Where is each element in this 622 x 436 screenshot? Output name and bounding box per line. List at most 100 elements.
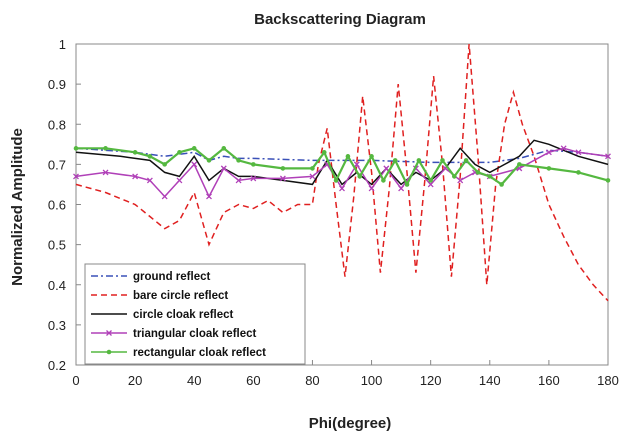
data-point [236, 158, 241, 163]
data-point [517, 162, 522, 167]
x-axis-label: Phi(degree) [309, 415, 392, 432]
data-point [220, 165, 227, 172]
data-point [251, 162, 256, 167]
series-line [75, 147, 609, 164]
series-line [75, 139, 609, 186]
data-point [206, 158, 212, 163]
data-point [73, 146, 79, 151]
data-point [440, 158, 445, 163]
x-tick-label: 140 [479, 373, 501, 388]
series-2 [75, 139, 609, 186]
data-point [499, 182, 504, 187]
x-tick-label: 80 [305, 373, 319, 388]
y-tick-label: 0.5 [48, 238, 66, 253]
data-point [404, 182, 410, 187]
data-point [546, 166, 552, 171]
series-4 [73, 146, 611, 187]
data-point [146, 177, 153, 184]
legend-item: ground reflect [91, 271, 210, 283]
data-point [357, 174, 363, 179]
data-point [416, 158, 422, 163]
data-point [162, 162, 167, 167]
data-point [191, 146, 197, 151]
x-tick-label: 40 [187, 373, 201, 388]
y-tick-label: 0.2 [48, 358, 66, 373]
data-point [339, 185, 345, 192]
legend-label: triangular cloak reflect [133, 328, 257, 340]
data-point [250, 175, 257, 182]
series-line [76, 146, 609, 187]
data-point [353, 161, 360, 168]
data-point [280, 166, 286, 171]
data-point [605, 178, 611, 183]
y-tick-label: 0.4 [48, 278, 66, 293]
data-point [191, 161, 198, 168]
data-point [487, 174, 493, 179]
data-point [475, 170, 481, 175]
data-point [206, 193, 212, 200]
data-point [369, 154, 374, 159]
legend-item: triangular cloak reflect [91, 328, 257, 340]
legend-item: bare circle reflect [91, 290, 228, 302]
data-point [576, 170, 581, 175]
y-axis-ticks: 0.2 0.3 0.4 0.5 0.6 0.7 0.8 0.9 1 [48, 37, 81, 373]
series-3 [73, 145, 611, 200]
data-point [428, 178, 433, 183]
legend-label: circle cloak reflect [133, 309, 234, 321]
legend: ground reflect bare circle reflect circle … [84, 263, 306, 365]
x-axis-ticks: 0 20 40 60 80 100 120 140 160 180 [72, 360, 619, 388]
y-tick-label: 0.9 [48, 77, 66, 92]
legend-label: ground reflect [133, 271, 210, 283]
data-point [235, 177, 242, 184]
data-point [73, 173, 79, 180]
data-point [132, 150, 138, 155]
data-point [321, 150, 327, 155]
data-point [381, 178, 386, 183]
data-point [279, 175, 286, 182]
chart-title: Backscattering Diagram [254, 11, 426, 28]
legend-label: rectangular cloak reflect [133, 347, 266, 359]
data-point [102, 169, 109, 176]
data-point [545, 149, 552, 156]
legend-marker [106, 330, 112, 336]
data-point [452, 174, 457, 179]
data-point [605, 153, 611, 160]
data-point [392, 158, 398, 163]
y-tick-label: 1 [59, 37, 66, 52]
legend-label: bare circle reflect [133, 290, 228, 302]
data-point [103, 146, 108, 151]
y-tick-label: 0.6 [48, 198, 66, 213]
x-tick-label: 100 [361, 373, 383, 388]
x-tick-label: 120 [420, 373, 442, 388]
data-point [368, 185, 375, 192]
data-point [147, 154, 153, 159]
x-tick-label: 60 [246, 373, 260, 388]
data-point [161, 193, 168, 200]
x-tick-label: 0 [72, 373, 79, 388]
data-point [221, 146, 227, 151]
x-tick-label: 160 [538, 373, 560, 388]
series-line [75, 147, 609, 199]
series-line [75, 43, 609, 302]
data-point [383, 165, 390, 172]
legend-item: rectangular cloak reflect [91, 347, 266, 359]
data-point [463, 158, 469, 163]
data-point [560, 145, 567, 152]
series-1 [75, 43, 609, 302]
y-axis-label: Normalized Amplitude [9, 128, 26, 286]
x-tick-label: 20 [128, 373, 142, 388]
data-point [398, 185, 405, 192]
series-0 [75, 147, 609, 164]
data-point [176, 177, 183, 184]
data-point [132, 173, 139, 180]
data-point [333, 178, 339, 183]
legend-item: circle cloak reflect [91, 309, 234, 321]
data-point [457, 177, 464, 184]
y-tick-label: 0.8 [48, 117, 66, 132]
data-point [575, 149, 582, 156]
data-point [309, 173, 316, 180]
y-tick-label: 0.7 [48, 157, 66, 172]
data-point [177, 150, 182, 155]
legend-marker [106, 349, 112, 355]
